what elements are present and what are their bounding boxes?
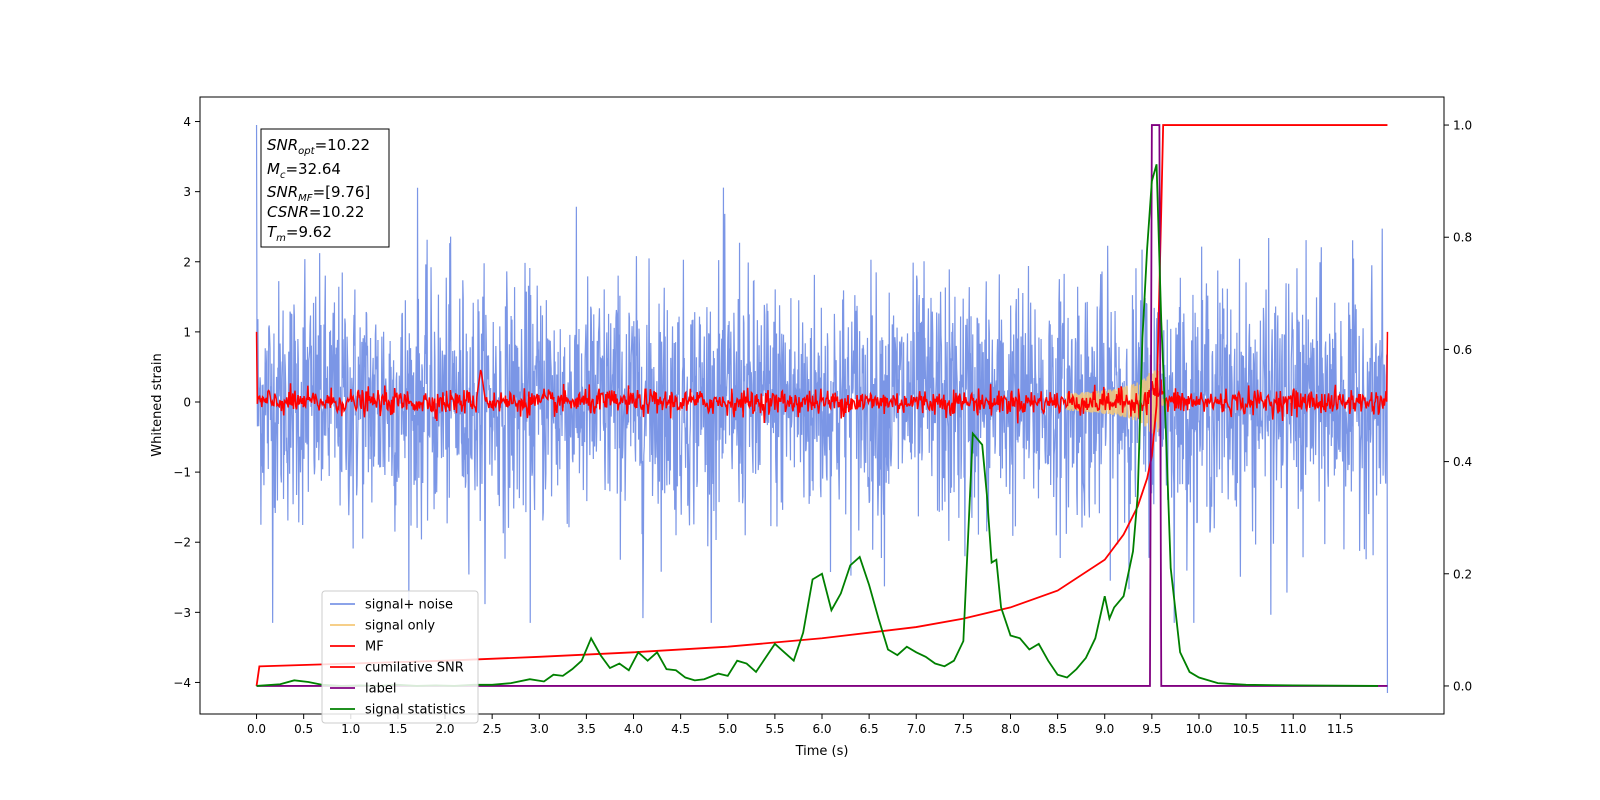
- x-tick-label: 2.5: [483, 722, 502, 736]
- y-right-tick-label: 0.6: [1453, 343, 1472, 357]
- x-tick-label: 4.0: [624, 722, 643, 736]
- x-tick-label: 7.0: [907, 722, 926, 736]
- annotation-csnr-value: 10.22: [322, 203, 365, 221]
- annotation-snr-mf: SNRMF=[9.76]: [267, 183, 370, 204]
- legend-items: signal+ noise signal only MF cumilative SNR…: [330, 598, 466, 718]
- annotation-mc: Mc=32.64: [267, 160, 341, 181]
- annotation-snr-opt: SNRopt=10.22: [267, 136, 370, 157]
- legend-label: MF: [365, 640, 384, 655]
- x-tick-label: 1.5: [388, 722, 407, 736]
- x-tick-label: 10.0: [1186, 722, 1213, 736]
- x-tick-label: 3.5: [577, 722, 596, 736]
- x-tick-label: 6.0: [812, 722, 831, 736]
- y-right-tick-label: 0.2: [1453, 567, 1472, 581]
- annotation-snr-mf-value: [9.76]: [325, 183, 370, 201]
- y-tick-label: −2: [173, 536, 191, 550]
- x-tick-label: 11.5: [1327, 722, 1354, 736]
- y-tick-label: 0: [183, 395, 191, 409]
- series-label-line: [256, 124, 1388, 687]
- x-axis: 0.0 0.5 1.0 1.5 2.0 2.5 3.0 3.5 4.0 4.5 5.0 5.5 6.0 6…: [247, 714, 1354, 736]
- y-tick-label: −4: [173, 676, 191, 690]
- y-tick-label: 2: [183, 255, 191, 269]
- y-tick-label: 3: [183, 185, 191, 199]
- y-tick-label: −3: [173, 606, 191, 620]
- y-right-tick-label: 0.8: [1453, 231, 1472, 245]
- y-right-tick-label: 1.0: [1453, 119, 1472, 133]
- x-tick-label: 4.5: [671, 722, 690, 736]
- annotation-csnr: CSNR=10.22: [267, 203, 364, 221]
- x-tick-label: 8.0: [1001, 722, 1020, 736]
- x-tick-label: 0.0: [247, 722, 266, 736]
- series-signal-noise-line: [255, 125, 1389, 693]
- legend: signal+ noise signal only MF cumilative SNR…: [321, 590, 479, 724]
- y-axis-left: 4 3 2 1 0 −1 −2 −3 −4: [173, 115, 200, 690]
- series-mf-line: [255, 331, 1389, 424]
- x-tick-label: 6.5: [860, 722, 879, 736]
- y-tick-label: 4: [183, 115, 191, 129]
- legend-frame: [321, 590, 479, 724]
- y-right-tick-label: 0.4: [1453, 455, 1472, 469]
- annotation-snr-opt-value: 10.22: [327, 136, 370, 154]
- annotation-tm-value: 9.62: [299, 223, 332, 241]
- annotation-mc-value: 32.64: [298, 160, 341, 178]
- y-tick-label: −1: [173, 466, 191, 480]
- legend-label: cumilative SNR: [365, 661, 464, 676]
- x-tick-label: 0.5: [294, 722, 313, 736]
- y-axis-label: Whitened strain: [150, 353, 165, 456]
- x-tick-label: 5.5: [765, 722, 784, 736]
- x-axis-label: Time (s): [795, 744, 849, 759]
- y-axis-right: 1.0 0.8 0.6 0.4 0.2 0.0: [1444, 119, 1472, 693]
- annotation-box: SNRopt=10.22 Mc=32.64 SNRMF=[9.76] CSNR=…: [260, 128, 390, 248]
- series-signal-statistics-line: [256, 164, 1379, 687]
- legend-label: signal only: [365, 619, 435, 634]
- legend-label: signal statistics: [365, 703, 466, 718]
- legend-label: signal+ noise: [365, 598, 453, 613]
- x-tick-label: 3.0: [530, 722, 549, 736]
- x-tick-label: 1.0: [341, 722, 360, 736]
- x-tick-label: 10.5: [1233, 722, 1260, 736]
- x-tick-label: 8.5: [1048, 722, 1067, 736]
- x-tick-label: 11.0: [1280, 722, 1307, 736]
- legend-label: label: [365, 682, 396, 697]
- y-tick-label: 1: [183, 325, 191, 339]
- annotation-tm: Tm=9.62: [267, 223, 332, 244]
- x-tick-label: 9.0: [1095, 722, 1114, 736]
- x-tick-label: 2.0: [435, 722, 454, 736]
- x-tick-label: 7.5: [954, 722, 973, 736]
- annotation-frame: [260, 128, 390, 248]
- x-tick-label: 5.0: [718, 722, 737, 736]
- y-right-tick-label: 0.0: [1453, 679, 1472, 693]
- x-tick-label: 9.5: [1142, 722, 1161, 736]
